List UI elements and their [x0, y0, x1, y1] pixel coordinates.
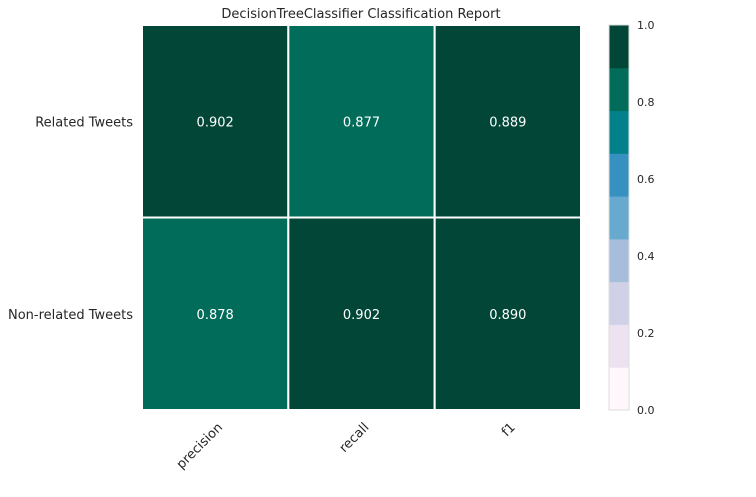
- colorbar-segment: [609, 238, 629, 283]
- colorbar-frame: [608, 24, 630, 411]
- colorbar-segment: [609, 25, 629, 69]
- colorbar-segment: [609, 110, 629, 154]
- colorbar-tick-label: 0.6: [637, 173, 655, 186]
- cell-value-label: 0.902: [197, 115, 234, 130]
- column-label: precision: [174, 420, 226, 472]
- heatmap-cell: [433, 24, 582, 219]
- row-label: Related Tweets: [35, 115, 133, 130]
- column-label: f1: [499, 420, 519, 440]
- colorbar-tick-label: 1.0: [637, 19, 655, 32]
- colorbar-tick-label: 0.4: [637, 250, 655, 263]
- colorbar-segment: [609, 281, 629, 325]
- colorbar-segment: [609, 367, 629, 411]
- cell-value-label: 0.902: [343, 308, 380, 323]
- row-label: Non-related Tweets: [8, 308, 133, 323]
- cell-value-label: 0.878: [197, 308, 234, 323]
- heatmap-cell: [141, 24, 290, 219]
- heatmap-cell: [287, 216, 436, 411]
- heatmap-cell: [433, 216, 582, 411]
- colorbar-tick-label: 0.2: [637, 327, 655, 340]
- column-label: recall: [337, 420, 373, 456]
- cell-value-label: 0.890: [489, 308, 526, 323]
- cell-value-label: 0.877: [343, 115, 380, 130]
- colorbar-tick-label: 0.8: [637, 96, 655, 109]
- heatmap-cell: [287, 24, 436, 219]
- colorbar-segment: [609, 67, 629, 112]
- colorbar-tick-label: 0.0: [637, 404, 655, 417]
- colorbar-segment: [609, 153, 629, 197]
- colorbar-segment: [609, 196, 629, 240]
- colorbar-segment: [609, 324, 629, 368]
- heatmap-cell: [141, 216, 290, 411]
- chart-title: DecisionTreeClassifier Classification Re…: [221, 7, 500, 22]
- cell-value-label: 0.889: [489, 115, 526, 130]
